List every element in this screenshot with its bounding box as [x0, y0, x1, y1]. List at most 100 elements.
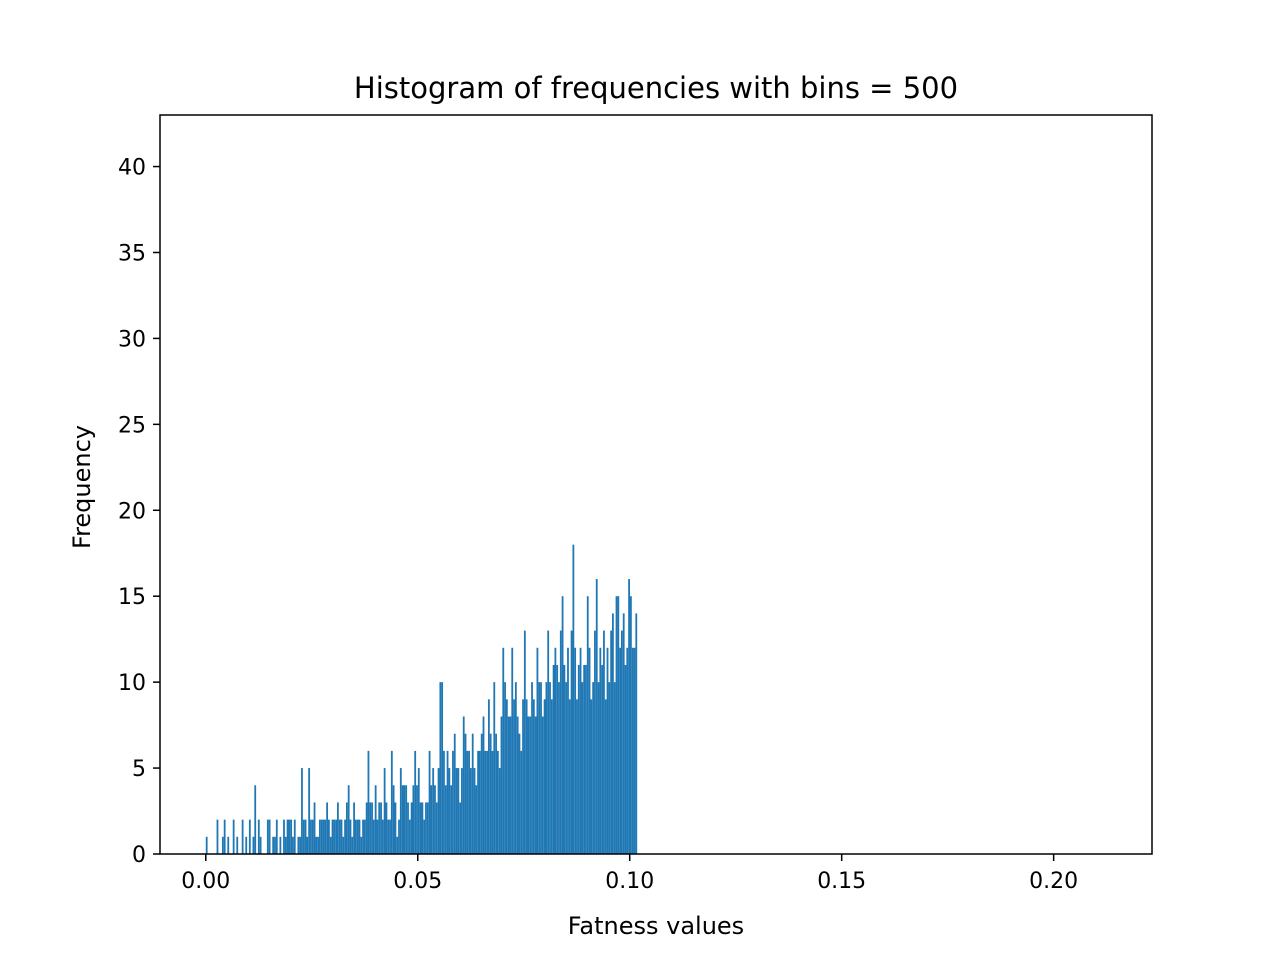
- histogram-bar: [345, 802, 348, 854]
- histogram-bar: [394, 802, 397, 854]
- histogram-bar: [340, 819, 343, 854]
- histogram-bar: [461, 768, 463, 854]
- histogram-bar: [338, 819, 341, 854]
- histogram-bar: [297, 836, 300, 854]
- histogram-bar: [410, 802, 413, 854]
- histogram-bar: [236, 836, 239, 854]
- histogram-bar: [511, 647, 514, 854]
- histogram-bar: [514, 682, 517, 854]
- histogram-bar: [459, 802, 462, 854]
- histogram-bar: [385, 802, 388, 854]
- histogram-bar: [284, 836, 287, 854]
- histogram-bar: [563, 664, 566, 854]
- histogram-bar: [378, 802, 381, 854]
- histogram-bar: [349, 819, 352, 854]
- histogram-bar: [482, 716, 485, 854]
- histogram-bar: [570, 630, 573, 854]
- histogram-bar: [464, 733, 467, 854]
- histogram-bar: [354, 819, 357, 854]
- histogram-bar: [286, 819, 289, 854]
- histogram-bar: [577, 664, 580, 854]
- y-tick-label: 10: [118, 671, 146, 696]
- histogram-bar: [466, 750, 469, 854]
- histogram-bar: [604, 699, 607, 854]
- histogram-bar: [347, 785, 350, 854]
- histogram-bar: [392, 785, 395, 854]
- histogram-bar: [518, 733, 521, 854]
- histogram-bar: [403, 785, 406, 854]
- histogram-bar: [372, 819, 375, 854]
- histogram-bar: [484, 750, 487, 854]
- histogram-bar: [369, 802, 372, 854]
- y-tick-label: 25: [118, 413, 146, 438]
- histogram-bar: [450, 785, 453, 854]
- histogram-bar: [331, 819, 334, 854]
- histogram-bar: [507, 716, 510, 854]
- histogram-bar: [362, 819, 364, 854]
- histogram-bar: [633, 647, 636, 854]
- histogram-bar: [565, 682, 568, 854]
- x-tick-label: 0.05: [393, 869, 442, 894]
- histogram-bar: [457, 768, 460, 854]
- histogram-bar: [480, 733, 483, 854]
- histogram-bar: [401, 785, 404, 854]
- histogram-bar: [380, 802, 382, 854]
- histogram-bar: [622, 613, 625, 854]
- histogram-bar: [487, 699, 490, 854]
- histogram-bar: [588, 647, 591, 854]
- histogram-bar: [205, 836, 208, 854]
- histogram-bar: [279, 836, 282, 854]
- histogram-bar: [299, 836, 302, 854]
- histogram-bar: [293, 819, 296, 854]
- histogram-bar: [552, 664, 555, 854]
- histogram-bar: [543, 699, 546, 854]
- histogram-bar: [479, 750, 481, 854]
- histogram-bar: [407, 802, 409, 854]
- histogram-bar: [541, 716, 544, 854]
- histogram-bar: [550, 699, 553, 854]
- histogram-bar: [248, 819, 251, 854]
- histogram-bar: [444, 785, 447, 854]
- plot-area-frame: [159, 114, 1153, 855]
- histogram-bar: [358, 819, 361, 854]
- histogram-bar: [629, 596, 632, 854]
- chart-title: Histogram of frequencies with bins = 500: [354, 71, 958, 105]
- histogram-bar: [290, 819, 293, 854]
- bars-layer: [205, 544, 638, 854]
- histogram-bar: [500, 716, 503, 854]
- histogram-bar: [311, 819, 314, 854]
- histogram-bar: [495, 733, 497, 854]
- histogram-bar: [594, 630, 596, 854]
- histogram-bar: [452, 750, 454, 854]
- histogram-bar: [592, 682, 595, 854]
- histogram-bar: [516, 716, 519, 854]
- histogram-bar: [313, 802, 316, 854]
- histogram-bar: [417, 768, 420, 854]
- histogram-bar: [308, 768, 311, 854]
- histogram-bar: [443, 750, 445, 854]
- histogram-bar: [624, 664, 627, 854]
- histogram-bar: [337, 802, 339, 854]
- histogram-bar: [572, 544, 575, 854]
- histogram-bar: [475, 785, 478, 854]
- histogram-bar: [425, 802, 427, 854]
- x-tick-label: 0.20: [1029, 869, 1078, 894]
- histogram-bar: [274, 836, 276, 854]
- histogram-bar: [628, 579, 630, 854]
- histogram-bar: [559, 630, 562, 854]
- histogram-bar: [227, 836, 230, 854]
- histogram-bar: [531, 682, 533, 854]
- histogram-bar: [612, 613, 614, 854]
- histogram-bar: [301, 768, 303, 854]
- histogram-bar: [322, 819, 325, 854]
- histogram-bar: [532, 699, 535, 854]
- histogram-bar: [574, 647, 577, 854]
- histogram-bar: [310, 819, 312, 854]
- histogram-bar: [439, 682, 442, 854]
- histogram-bar: [626, 647, 629, 854]
- histogram-bar: [320, 819, 323, 854]
- histogram-bar: [576, 699, 578, 854]
- histogram-bar: [513, 699, 515, 854]
- x-tick-label: 0.15: [817, 869, 866, 894]
- histogram-bar: [601, 664, 604, 854]
